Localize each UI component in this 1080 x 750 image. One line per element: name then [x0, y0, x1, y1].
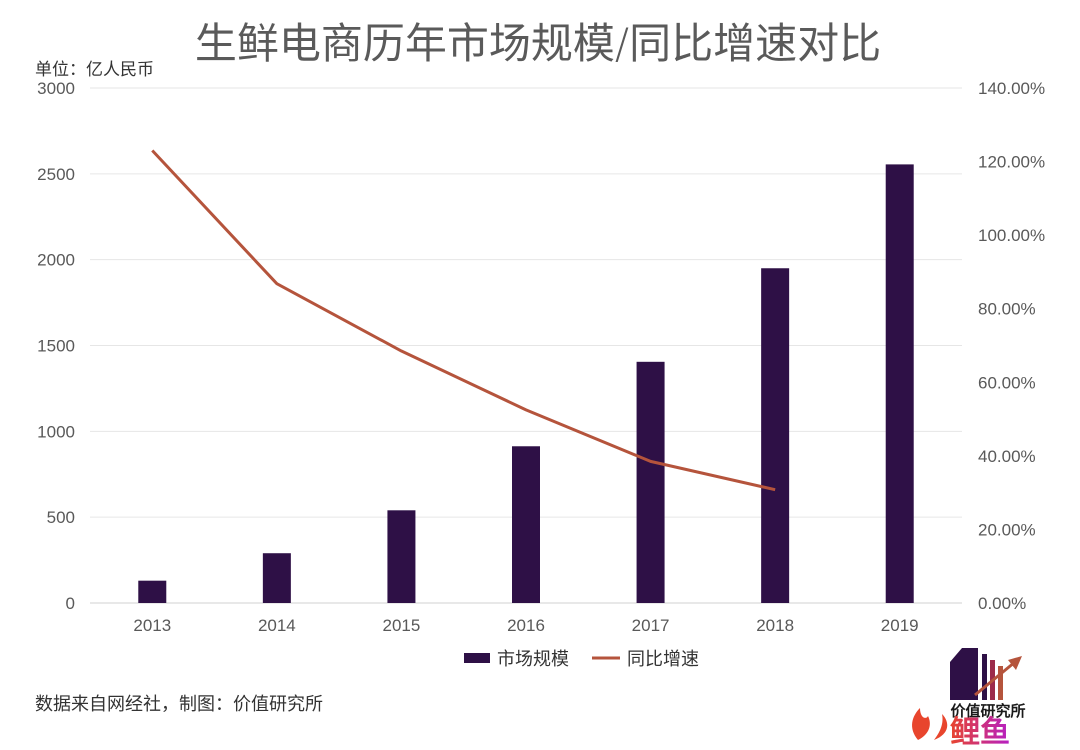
bar — [262, 553, 291, 603]
bar — [387, 510, 416, 603]
watermark: 鲤鱼 — [912, 708, 1010, 750]
bar — [512, 446, 540, 603]
left-axis-ticks: 0 500 1000 1500 2000 2500 3000 — [37, 79, 75, 613]
series-line — [151, 149, 776, 492]
legend-swatch-bar — [464, 653, 490, 663]
logo-text: 价值研究所 — [950, 702, 1025, 720]
unit-label: 单位：亿人民币 — [35, 60, 154, 80]
left-tick-label: 0 — [66, 594, 75, 613]
right-tick-label: 120.00% — [978, 153, 1045, 172]
left-tick-label: 500 — [47, 508, 75, 527]
left-tick-label: 1500 — [37, 337, 75, 356]
legend-label-bar: 市场规模 — [497, 649, 569, 670]
right-tick-label: 100.00% — [978, 226, 1045, 245]
left-tick-label: 2000 — [37, 251, 75, 270]
x-tick-label: 2019 — [881, 616, 919, 635]
left-tick-label: 2500 — [37, 165, 75, 184]
right-tick-label: 60.00% — [978, 373, 1036, 392]
bar — [761, 268, 790, 603]
x-tick-label: 2017 — [632, 616, 670, 635]
legend: 市场规模 同比增速 — [464, 649, 699, 670]
bar-series — [138, 164, 914, 603]
x-tick-label: 2015 — [383, 616, 421, 635]
left-tick-label: 1000 — [37, 422, 75, 441]
line-series — [151, 149, 776, 492]
right-axis-ticks: 0.00% 20.00% 40.00% 60.00% 80.00% 100.00% 120.… — [978, 79, 1045, 613]
x-tick-label: 2013 — [133, 616, 171, 635]
left-tick-label: 3000 — [37, 79, 75, 98]
x-axis-ticks: 2013 2014 2015 2016 2017 2018 2019 — [133, 616, 918, 635]
bar — [138, 580, 167, 603]
bars-rising-arrow-icon — [950, 648, 1022, 700]
bar — [885, 164, 914, 603]
right-tick-label: 20.00% — [978, 520, 1036, 539]
right-tick-label: 80.00% — [978, 300, 1036, 319]
legend-label-line: 同比增速 — [627, 649, 699, 670]
watermark-text: 鲤鱼 — [950, 715, 1010, 750]
right-tick-label: 0.00% — [978, 594, 1026, 613]
x-tick-label: 2016 — [507, 616, 545, 635]
source-note: 数据来自网经社，制图：价值研究所 — [35, 694, 323, 715]
right-tick-label: 140.00% — [978, 79, 1045, 98]
bar — [636, 361, 665, 603]
logo: 价值研究所 — [950, 648, 1026, 720]
gridlines — [90, 87, 962, 604]
chart-title: 生鲜电商历年市场规模/同比增速对比 — [195, 19, 881, 68]
right-tick-label: 40.00% — [978, 447, 1036, 466]
x-tick-label: 2014 — [258, 616, 296, 635]
flame-icon — [912, 708, 948, 740]
x-tick-label: 2018 — [756, 616, 794, 635]
